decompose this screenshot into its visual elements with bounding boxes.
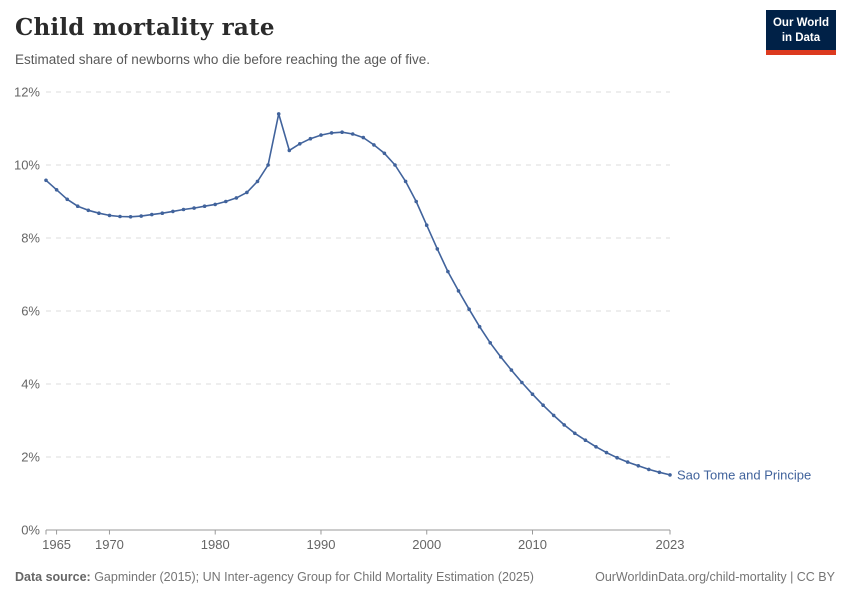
data-point-1974[interactable] [150,212,154,217]
x-axis-tick-label: 1965 [42,537,71,552]
data-point-2008[interactable] [509,368,514,372]
data-point-2004[interactable] [467,307,471,312]
data-point-1990[interactable] [319,133,323,137]
y-axis-tick-label: 2% [21,450,40,465]
data-point-2014[interactable] [573,431,577,436]
page-title: Child mortality rate [15,14,275,41]
series-label[interactable]: Sao Tome and Principe [677,467,811,482]
data-point-1992[interactable] [340,130,344,134]
series-line-sao-tome-and-principe[interactable] [45,113,671,476]
x-axis-tick-label: 1990 [307,537,336,552]
y-axis-tick-label: 8% [21,231,40,246]
owid-citation-link[interactable]: OurWorldinData.org/child-mortality | CC … [595,570,835,584]
data-point-1988[interactable] [298,142,302,146]
data-point-2003[interactable] [456,289,461,293]
y-axis-tick-label: 10% [14,158,40,173]
data-point-2016[interactable] [594,445,598,449]
data-point-1969[interactable] [97,211,101,215]
data-point-1973[interactable] [139,214,143,218]
data-point-2023[interactable] [668,473,672,477]
data-point-2011[interactable] [541,403,545,408]
data-point-2007[interactable] [499,355,503,359]
data-point-1979[interactable] [202,204,207,208]
data-point-2012[interactable] [551,413,556,418]
data-point-1978[interactable] [192,206,196,210]
data-point-1968[interactable] [86,208,91,213]
data-point-1989[interactable] [308,136,313,141]
data-point-1980[interactable] [213,202,217,207]
data-point-1967[interactable] [75,204,80,208]
data-point-1998[interactable] [403,179,408,184]
data-source-label: Data source: [15,570,91,584]
data-point-2019[interactable] [625,460,630,464]
data-point-2020[interactable] [636,464,641,468]
data-point-1976[interactable] [171,209,175,214]
data-point-2018[interactable] [615,455,619,460]
owid-logo-line2: in Data [781,32,821,45]
data-point-1984[interactable] [255,179,260,184]
data-point-1971[interactable] [118,214,122,219]
x-axis-tick-label: 2000 [412,537,441,552]
data-point-1991[interactable] [329,131,334,135]
y-axis-tick-label: 12% [14,85,40,100]
data-point-1996[interactable] [382,151,387,156]
data-point-1982[interactable] [234,196,239,200]
data-point-2013[interactable] [562,423,566,427]
data-point-1975[interactable] [160,211,165,215]
data-point-1999[interactable] [414,199,419,204]
y-axis-tick-label: 6% [21,304,40,319]
data-point-1966[interactable] [65,197,69,202]
x-axis-tick-label: 2010 [518,537,547,552]
data-point-1997[interactable] [393,163,397,167]
data-point-2001[interactable] [435,247,440,251]
x-axis-tick-label: 2023 [656,537,685,552]
data-point-2005[interactable] [477,324,482,329]
data-point-1965[interactable] [54,188,59,192]
chart-subtitle: Estimated share of newborns who die befo… [15,52,430,67]
x-axis-tick-label: 1970 [95,537,124,552]
data-point-2015[interactable] [583,438,588,443]
owid-logo-line1: Our World [772,17,829,29]
data-point-2021[interactable] [647,467,651,472]
data-source-text: Gapminder (2015); UN Inter-agency Group … [90,570,534,584]
data-point-1977[interactable] [181,207,186,212]
data-point-1995[interactable] [372,143,376,147]
data-point-2017[interactable] [604,450,609,455]
data-point-2022[interactable] [657,470,662,475]
chart-footer: Data source: Gapminder (2015); UN Inter-… [0,566,850,600]
data-point-1964[interactable] [44,178,48,183]
data-source-note: Data source: Gapminder (2015); UN Inter-… [15,570,534,584]
data-point-1972[interactable] [128,215,133,219]
data-point-1981[interactable] [224,199,228,204]
data-point-2010[interactable] [530,392,535,397]
x-axis-tick-label: 1980 [201,537,230,552]
data-point-2006[interactable] [488,341,493,345]
y-axis-tick-label: 0% [21,523,40,538]
data-point-1994[interactable] [361,135,366,140]
y-axis-tick-label: 4% [21,377,40,392]
data-point-1970[interactable] [107,213,112,218]
data-point-1983[interactable] [245,190,249,195]
data-point-2002[interactable] [446,269,450,274]
owid-logo[interactable]: Our World in Data [765,10,836,56]
data-point-1985[interactable] [266,163,270,167]
data-point-1986[interactable] [276,112,281,116]
data-point-1987[interactable] [287,148,292,153]
data-point-2000[interactable] [424,223,429,227]
data-point-1993[interactable] [350,132,355,136]
data-point-2009[interactable] [520,380,524,385]
